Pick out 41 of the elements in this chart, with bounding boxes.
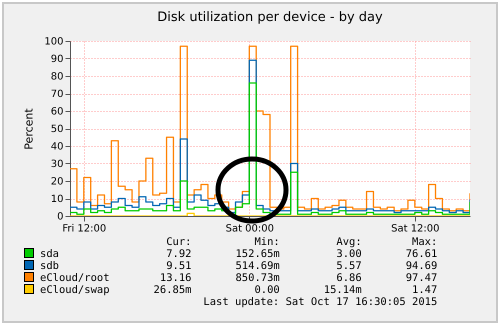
text: Avg: xyxy=(335,236,363,248)
y-tick-label: 40 xyxy=(50,142,64,152)
text: 94.69 xyxy=(404,260,438,272)
text: Min: xyxy=(253,236,281,248)
x-tick-label: Sat 12:00 xyxy=(391,224,440,234)
legend-label: sdb xyxy=(39,260,60,272)
y-tick-label: 100 xyxy=(44,36,64,48)
legend-label: eCloud/swap xyxy=(39,284,111,296)
legend-label: eCloud/root xyxy=(39,272,111,284)
text: 26.85m xyxy=(152,284,192,296)
y-tick-label: 90 xyxy=(50,54,64,65)
x-tick-label: Fri 12:00 xyxy=(62,224,106,234)
text: 850.73m xyxy=(234,272,281,284)
y-tick-label: 20 xyxy=(50,176,64,188)
text: 9.51 xyxy=(165,260,192,272)
legend-label: sda xyxy=(39,248,60,260)
text: 76.61 xyxy=(404,248,438,260)
text: 5.57 xyxy=(335,260,363,272)
text: 6.86 xyxy=(335,272,363,284)
text: Last update: Sat Oct 17 16:30:05 2015 xyxy=(202,296,438,308)
y-tick-label: 30 xyxy=(50,159,64,170)
y-axis-title: Percent xyxy=(22,108,36,150)
text: 514.69m xyxy=(234,260,281,272)
y-tick-label: 0 xyxy=(57,212,64,222)
text: 7.92 xyxy=(165,248,192,260)
y-tick-label: 60 xyxy=(50,106,64,118)
text: 1.47 xyxy=(411,284,438,296)
text: 3.00 xyxy=(335,248,363,260)
text: 152.65m xyxy=(234,248,281,260)
text: 97.47 xyxy=(404,272,438,284)
y-tick-label: 70 xyxy=(50,89,64,100)
text: Cur: xyxy=(165,236,192,248)
text: 0.00 xyxy=(253,284,281,296)
y-tick-label: 50 xyxy=(50,124,64,135)
x-tick-label: Sat 00:00 xyxy=(226,224,274,234)
text: 15.14m xyxy=(322,284,363,296)
y-tick-label: 80 xyxy=(50,72,64,82)
text: 13.16 xyxy=(158,272,192,284)
text: Max: xyxy=(411,236,438,248)
chart-title: Disk utilization per device - by day xyxy=(157,10,384,25)
y-tick-label: 10 xyxy=(50,194,64,205)
